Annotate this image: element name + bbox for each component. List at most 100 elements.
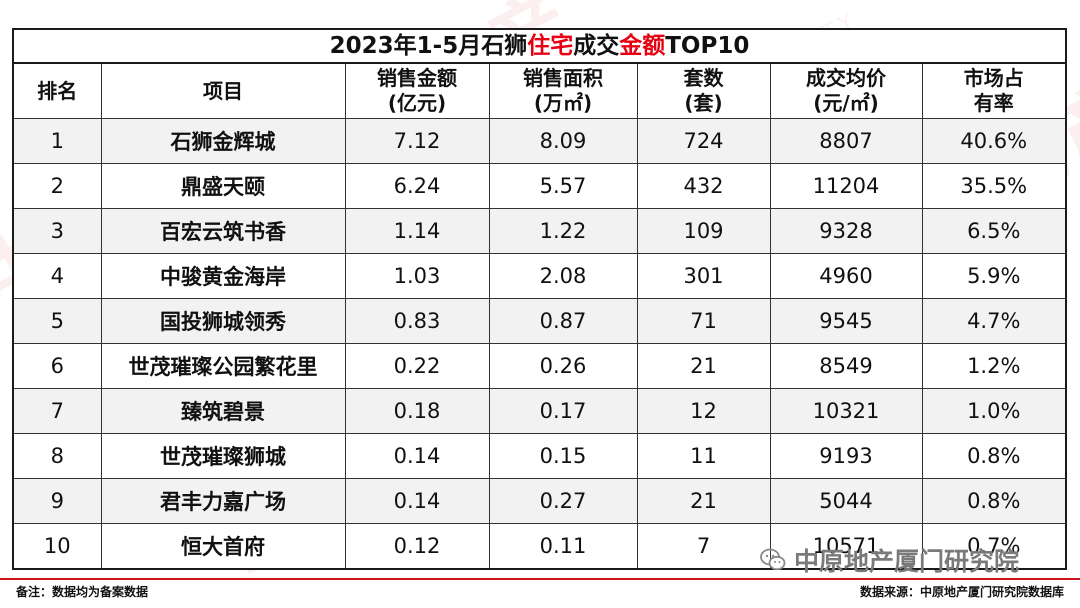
cell-price: 9193 xyxy=(769,433,923,479)
cell-rank: 2 xyxy=(12,163,102,209)
cell-rank: 9 xyxy=(12,478,102,524)
title-suffix: TOP10 xyxy=(665,33,750,59)
cell-area: 0.15 xyxy=(488,433,638,479)
cell-project: 世茂璀璨狮城 xyxy=(100,433,346,479)
cell-count: 724 xyxy=(636,118,771,164)
cell-count: 21 xyxy=(636,343,771,389)
cell-price: 10321 xyxy=(769,388,923,434)
cell-share: 0.8% xyxy=(921,433,1067,479)
ranking-table: 排名 项目 销售金额 (亿元) 销售面积 (万㎡) 套数 (套) 成交均价 (元/㎡) … xyxy=(12,62,1067,570)
cell-area: 2.08 xyxy=(488,253,638,299)
cell-amount: 0.14 xyxy=(344,433,490,479)
wechat-icon xyxy=(760,548,786,572)
cell-price: 8807 xyxy=(769,118,923,164)
cell-area: 0.87 xyxy=(488,298,638,344)
cell-amount: 0.18 xyxy=(344,388,490,434)
brand-text: 中原地产厦门研究院 xyxy=(794,547,1020,576)
cell-price: 4960 xyxy=(769,253,923,299)
cell-project: 国投狮城领秀 xyxy=(100,298,346,344)
cell-rank: 8 xyxy=(12,433,102,479)
cell-area: 0.11 xyxy=(488,523,638,570)
cell-share: 4.7% xyxy=(921,298,1067,344)
title-highlight-amount: 金额 xyxy=(619,33,666,59)
table-row: 5 国投狮城领秀 0.83 0.87 71 9545 4.7% xyxy=(12,298,1067,344)
cell-area: 0.17 xyxy=(488,388,638,434)
cell-count: 21 xyxy=(636,478,771,524)
cell-project: 百宏云筑书香 xyxy=(100,208,346,254)
cell-amount: 1.03 xyxy=(344,253,490,299)
cell-rank: 6 xyxy=(12,343,102,389)
cell-area: 0.27 xyxy=(488,478,638,524)
cell-amount: 6.24 xyxy=(344,163,490,209)
table-row: 2 鼎盛天颐 6.24 5.57 432 11204 35.5% xyxy=(12,163,1067,209)
table-row: 7 臻筑碧景 0.18 0.17 12 10321 1.0% xyxy=(12,388,1067,434)
cell-count: 432 xyxy=(636,163,771,209)
cell-project: 世茂璀璨公园繁花里 xyxy=(100,343,346,389)
cell-project: 中骏黄金海岸 xyxy=(100,253,346,299)
header-amount: 销售金额 (亿元) xyxy=(344,62,490,119)
cell-count: 109 xyxy=(636,208,771,254)
cell-rank: 1 xyxy=(12,118,102,164)
cell-share: 35.5% xyxy=(921,163,1067,209)
cell-rank: 3 xyxy=(12,208,102,254)
cell-share: 40.6% xyxy=(921,118,1067,164)
cell-price: 9545 xyxy=(769,298,923,344)
cell-amount: 0.83 xyxy=(344,298,490,344)
cell-rank: 4 xyxy=(12,253,102,299)
header-count: 套数 (套) xyxy=(636,62,771,119)
cell-price: 8549 xyxy=(769,343,923,389)
cell-price: 10571 xyxy=(769,523,923,570)
table-header-row: 排名 项目 销售金额 (亿元) 销售面积 (万㎡) 套数 (套) 成交均价 (元/㎡) … xyxy=(12,62,1067,119)
title-highlight-residential: 住宅 xyxy=(527,33,574,59)
header-rank: 排名 xyxy=(12,62,102,119)
cell-amount: 0.12 xyxy=(344,523,490,570)
cell-share: 5.9% xyxy=(921,253,1067,299)
cell-area: 5.57 xyxy=(488,163,638,209)
footer: 备注：数据均为备案数据 数据来源：中原地产厦门研究院数据库 xyxy=(16,583,1064,603)
cell-price: 11204 xyxy=(769,163,923,209)
footer-divider xyxy=(0,578,1080,580)
cell-project: 恒大首府 xyxy=(100,523,346,570)
table-row: 9 君丰力嘉广场 0.14 0.27 21 5044 0.8% xyxy=(12,478,1067,524)
cell-share: 0.7% xyxy=(921,523,1067,570)
table-row: 4 中骏黄金海岸 1.03 2.08 301 4960 5.9% xyxy=(12,253,1067,299)
cell-count: 12 xyxy=(636,388,771,434)
cell-price: 5044 xyxy=(769,478,923,524)
cell-amount: 0.22 xyxy=(344,343,490,389)
cell-count: 7 xyxy=(636,523,771,570)
table-row: 8 世茂璀璨狮城 0.14 0.15 11 9193 0.8% xyxy=(12,433,1067,479)
header-share: 市场占 有率 xyxy=(921,62,1067,119)
title-mid: 成交 xyxy=(573,33,620,59)
cell-count: 301 xyxy=(636,253,771,299)
cell-rank: 5 xyxy=(12,298,102,344)
cell-project: 君丰力嘉广场 xyxy=(100,478,346,524)
cell-share: 6.5% xyxy=(921,208,1067,254)
cell-share: 1.0% xyxy=(921,388,1067,434)
cell-amount: 1.14 xyxy=(344,208,490,254)
cell-rank: 7 xyxy=(12,388,102,434)
footer-source: 数据来源：中原地产厦门研究院数据库 xyxy=(859,585,1064,599)
ranking-table-container: 2023年1-5月石狮住宅成交金额TOP10 排名 项目 销售金额 (亿元) 销售… xyxy=(12,28,1067,570)
cell-count: 11 xyxy=(636,433,771,479)
table-row: 1 石狮金辉城 7.12 8.09 724 8807 40.6% xyxy=(12,118,1067,164)
table-row: 3 百宏云筑书香 1.14 1.22 109 9328 6.5% xyxy=(12,208,1067,254)
brand-watermark: 中原地产厦门研究院 xyxy=(760,540,1019,580)
table-row: 10 恒大首府 0.12 0.11 7 10571 0.7% xyxy=(12,523,1067,570)
cell-area: 8.09 xyxy=(488,118,638,164)
title-prefix: 2023年1-5月石狮 xyxy=(329,33,528,59)
header-project: 项目 xyxy=(100,62,346,119)
cell-share: 1.2% xyxy=(921,343,1067,389)
cell-count: 71 xyxy=(636,298,771,344)
cell-amount: 0.14 xyxy=(344,478,490,524)
table-title: 2023年1-5月石狮住宅成交金额TOP10 xyxy=(12,28,1067,62)
header-area: 销售面积 (万㎡) xyxy=(488,62,638,119)
cell-price: 9328 xyxy=(769,208,923,254)
cell-rank: 10 xyxy=(12,523,102,570)
cell-project: 石狮金辉城 xyxy=(100,118,346,164)
footer-note: 备注：数据均为备案数据 xyxy=(16,585,149,599)
cell-area: 1.22 xyxy=(488,208,638,254)
header-price: 成交均价 (元/㎡) xyxy=(769,62,923,119)
table-row: 6 世茂璀璨公园繁花里 0.22 0.26 21 8549 1.2% xyxy=(12,343,1067,389)
cell-project: 臻筑碧景 xyxy=(100,388,346,434)
cell-area: 0.26 xyxy=(488,343,638,389)
